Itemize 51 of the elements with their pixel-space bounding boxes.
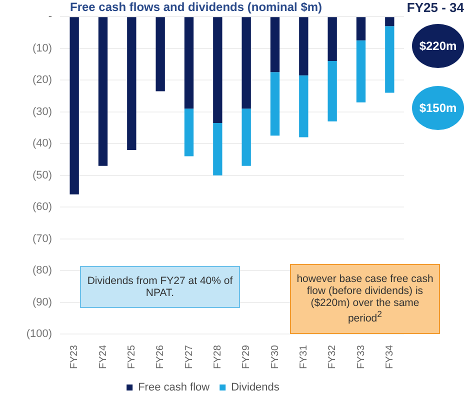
x-tick-label: FY32 — [327, 344, 338, 370]
legend-label: Free cash flow — [138, 382, 210, 394]
x-tick-label: FY26 — [155, 344, 166, 370]
bar — [213, 122, 222, 176]
annotation: however base case free cash flow (before dividends) is ($220m) over the same period$^{2}$ — [290, 264, 440, 334]
x-tick-label: FY29 — [241, 344, 252, 370]
bar — [328, 17, 337, 62]
bar — [356, 40, 366, 102]
x-tick-label: FY27 — [184, 344, 195, 370]
x-tick-label: FY31 — [298, 344, 310, 370]
y-tick-label: (90) — [32, 296, 52, 308]
bar — [356, 17, 366, 40]
bar — [299, 75, 308, 138]
x-tick-label: FY25 — [126, 344, 138, 370]
x-tick-label: FY28 — [212, 344, 224, 370]
y-tick-label: (80) — [32, 264, 52, 277]
text: FY25 - 34 — [406, 0, 464, 15]
text: $220m — [412, 24, 464, 68]
bar — [385, 17, 394, 26]
bar — [184, 17, 194, 109]
bar — [213, 17, 222, 123]
y-tick-label: (50) — [32, 169, 52, 182]
bar — [70, 17, 79, 194]
x-tick-label: FY34 — [384, 344, 396, 370]
y-tick-label: (30) — [32, 106, 52, 118]
text: $150m — [412, 86, 464, 130]
legend-label: Dividends — [231, 382, 280, 394]
y-tick-label: - — [48, 10, 52, 23]
y-tick-label: (100) — [26, 328, 52, 340]
bar — [385, 26, 394, 93]
x-tick-label: FY30 — [270, 344, 281, 370]
x-tick-label: FY33 — [356, 344, 367, 370]
bar — [98, 17, 108, 166]
x-tick-label: FY23 — [69, 344, 80, 370]
bar — [184, 108, 194, 156]
x-tick-label: FY24 — [98, 344, 109, 370]
bar — [328, 61, 337, 122]
y-tick-label: (40) — [32, 138, 52, 150]
y-tick-label: (10) — [32, 42, 52, 54]
y-tick-label: (70) — [32, 232, 52, 245]
y-tick-label: (60) — [32, 201, 52, 214]
bar — [127, 17, 136, 150]
chart-title: Free cash flows and dividends (nominal $m) — [70, 0, 322, 14]
bar — [270, 17, 280, 72]
bar — [299, 17, 308, 76]
y-tick-label: (20) — [32, 74, 52, 86]
bar — [242, 17, 251, 109]
bar — [242, 108, 251, 166]
annotation: Dividends from FY27 at 40% of NPAT. — [80, 266, 240, 308]
bar — [270, 72, 280, 136]
bar — [156, 17, 165, 92]
